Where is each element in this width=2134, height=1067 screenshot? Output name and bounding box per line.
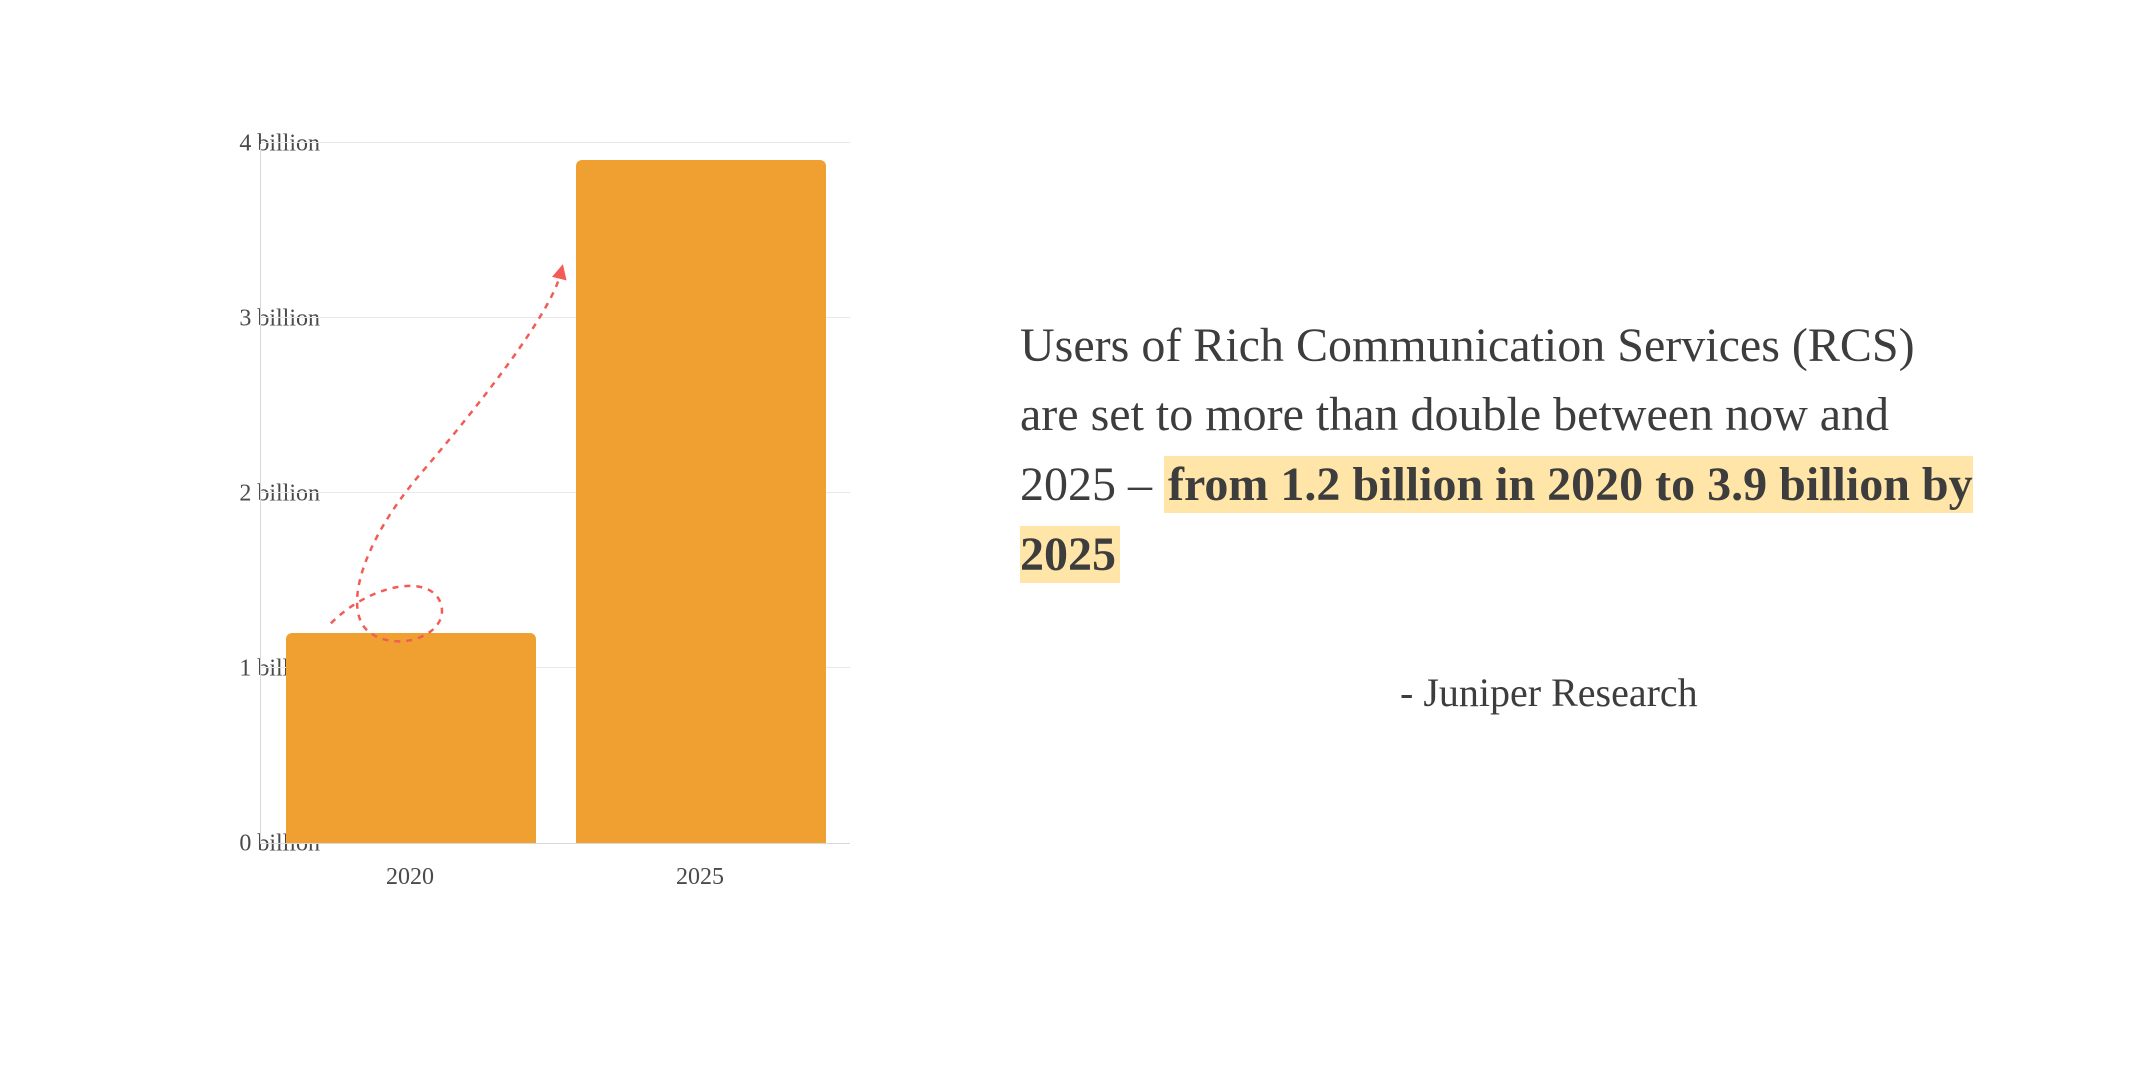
infographic-container: 0 billion 1 billion 2 billion 3 billion … bbox=[0, 0, 2134, 1067]
bar-2025 bbox=[576, 160, 826, 843]
xtick-label-1: 2025 bbox=[575, 864, 825, 891]
plot-area bbox=[260, 144, 850, 844]
bar-chart: 0 billion 1 billion 2 billion 3 billion … bbox=[120, 124, 920, 944]
xtick-label-0: 2020 bbox=[285, 864, 535, 891]
attribution-text: - Juniper Research bbox=[1400, 669, 1974, 716]
bar-2020 bbox=[286, 633, 536, 843]
gridline bbox=[261, 142, 850, 143]
main-paragraph: Users of Rich Communication Services (RC… bbox=[1020, 311, 1974, 589]
text-panel: Users of Rich Communication Services (RC… bbox=[920, 311, 2134, 756]
